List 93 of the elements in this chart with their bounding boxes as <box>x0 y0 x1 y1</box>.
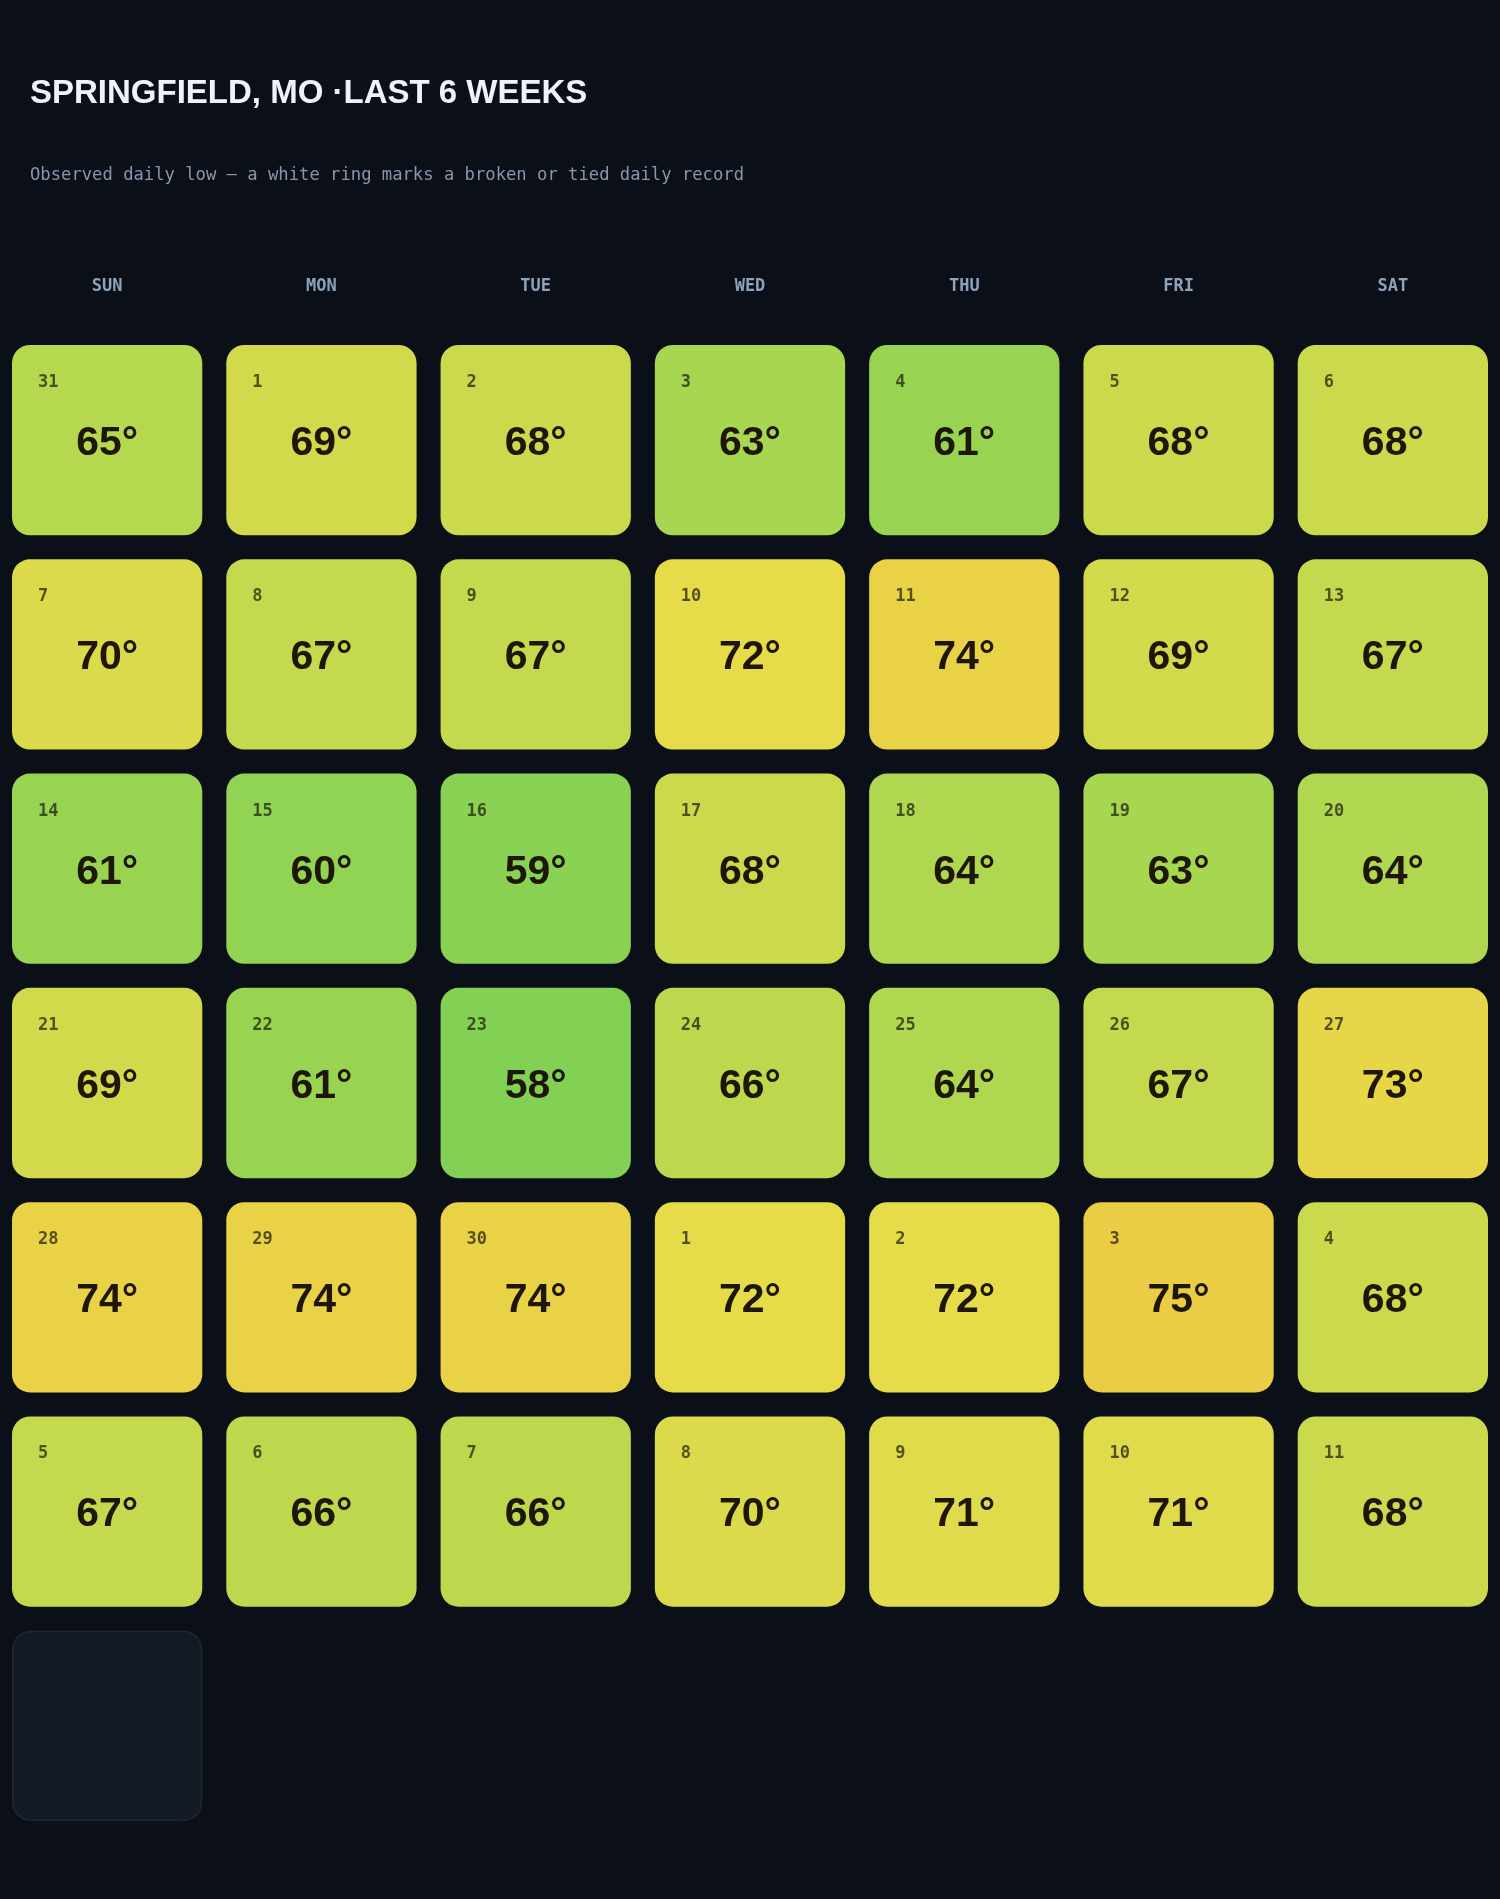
data-label: 72° <box>718 632 782 679</box>
annotation: 18 <box>895 799 916 820</box>
x-tick-label: TUE <box>520 275 552 295</box>
annotation: 25 <box>895 1013 916 1034</box>
annotation: 16 <box>466 799 488 820</box>
x-tick-label: MON <box>306 275 337 295</box>
data-label: 65° <box>76 418 139 464</box>
annotation: 14 <box>38 799 59 820</box>
data-label: 66° <box>504 1489 567 1536</box>
annotation: 24 <box>680 1013 702 1034</box>
data-label: 74° <box>76 1275 139 1322</box>
annotation: 5 <box>1109 371 1120 391</box>
data-label: 59° <box>504 846 567 893</box>
annotation: 3 <box>680 371 692 391</box>
data-label: 61° <box>290 1060 353 1107</box>
data-label: 61° <box>76 846 139 893</box>
annotation: 11 <box>895 585 916 606</box>
annotation: 22 <box>252 1013 273 1034</box>
data-label: 68° <box>504 418 567 464</box>
x-tick-label: THU <box>948 275 980 295</box>
annotation: 21 <box>38 1013 59 1034</box>
data-label: 67° <box>504 632 567 679</box>
annotation: 27 <box>1323 1013 1345 1034</box>
data-label: 67° <box>1147 1060 1210 1107</box>
data-label: 66° <box>290 1489 353 1536</box>
annotation: 10 <box>680 585 702 606</box>
annotation: 6 <box>1323 371 1334 391</box>
annotation: 11 <box>1323 1442 1345 1463</box>
annotation: 13 <box>1323 585 1345 606</box>
annotation: 9 <box>895 1442 906 1463</box>
x-tick-label: SAT <box>1377 275 1409 295</box>
annotation: 1 <box>252 371 263 391</box>
annotation: 26 <box>1109 1013 1130 1034</box>
x-tick-label: SUN <box>91 275 123 295</box>
annotation: 9 <box>466 585 477 606</box>
annotation: 19 <box>1109 799 1130 820</box>
x-tick-label: FRI <box>1163 275 1194 295</box>
data-label: 71° <box>933 1489 996 1536</box>
data-label: 60° <box>290 846 353 893</box>
annotation: 3 <box>1109 1228 1120 1249</box>
data-label: 64° <box>1361 846 1424 893</box>
annotation: 12 <box>1109 585 1130 606</box>
data-label: 70° <box>718 1489 782 1536</box>
annotation: 17 <box>680 799 702 820</box>
annotation: 10 <box>1109 1442 1130 1463</box>
data-label: 72° <box>718 1275 782 1322</box>
annotation: 5 <box>38 1442 49 1463</box>
data-label: 72° <box>933 1275 996 1322</box>
data-label: 68° <box>1361 1275 1424 1322</box>
annotation: 7 <box>466 1442 477 1463</box>
data-label: 66° <box>718 1060 782 1107</box>
data-label: 69° <box>76 1060 139 1107</box>
data-label: 58° <box>504 1060 567 1107</box>
data-label: 75° <box>1147 1275 1210 1322</box>
annotation: 8 <box>252 585 263 606</box>
data-label: 73° <box>1361 1060 1424 1107</box>
annotation: 7 <box>38 585 49 606</box>
annotation: 20 <box>1323 799 1345 820</box>
annotation: 2 <box>466 371 477 391</box>
data-label: 70° <box>76 632 139 679</box>
x-tick-label: WED <box>734 275 766 295</box>
data-label: 67° <box>76 1489 139 1536</box>
annotation: 31 <box>38 371 59 391</box>
chart-subtitle: Observed daily low — a white ring marks a broken or tied daily record <box>30 164 744 184</box>
data-label: 69° <box>1147 632 1210 679</box>
data-label: 74° <box>504 1275 567 1322</box>
annotation: 15 <box>252 799 273 820</box>
data-label: 68° <box>1361 1489 1424 1536</box>
data-label: 64° <box>933 1060 996 1107</box>
data-label: 74° <box>290 1275 353 1322</box>
data-label: 61° <box>933 418 996 464</box>
data-label: 68° <box>718 846 782 893</box>
data-label: 69° <box>290 418 353 464</box>
annotation: 23 <box>466 1013 488 1034</box>
annotation: 4 <box>1323 1228 1334 1249</box>
annotation: 30 <box>466 1228 488 1249</box>
annotation: 8 <box>680 1442 692 1463</box>
annotation: 2 <box>895 1228 906 1249</box>
chart-title: SPRINGFIELD, MO ·LAST 6 WEEKS <box>30 73 588 110</box>
data-label: 74° <box>933 632 996 679</box>
annotation: 4 <box>895 371 906 391</box>
annotation: 28 <box>38 1228 59 1249</box>
annotation: 6 <box>252 1442 263 1463</box>
data-label: 67° <box>1361 632 1424 679</box>
data-label: 68° <box>1361 418 1424 464</box>
data-label: 71° <box>1147 1489 1210 1536</box>
data-label: 67° <box>290 632 353 679</box>
data-label: 63° <box>1147 846 1210 893</box>
data-label: 68° <box>1147 418 1210 464</box>
data-label: 64° <box>933 846 996 893</box>
annotation: 1 <box>680 1228 692 1249</box>
annotation: 29 <box>252 1228 273 1249</box>
data-label: 63° <box>718 418 782 464</box>
